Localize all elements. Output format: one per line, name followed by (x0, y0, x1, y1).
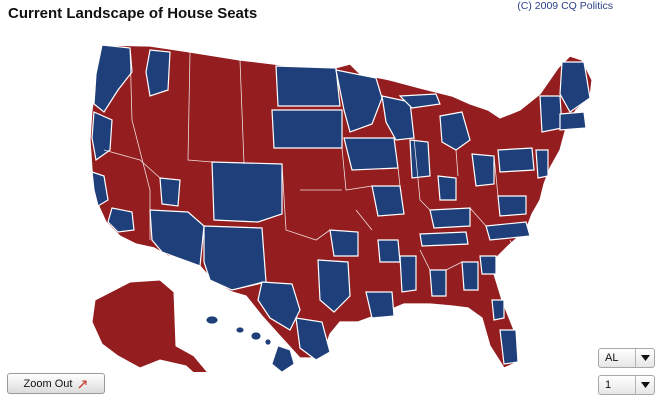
district-alabama[interactable] (429, 269, 447, 297)
district-colorado[interactable] (211, 161, 283, 223)
district-border-lines (103, 47, 521, 291)
zoom-out-icon (78, 379, 88, 388)
district-michigan-lower[interactable] (439, 111, 471, 151)
district-washington-east[interactable] (145, 49, 171, 97)
district-florida-tampa[interactable] (491, 299, 505, 321)
district-select-value: 1 (605, 379, 612, 391)
district-north-dakota[interactable] (275, 65, 341, 107)
zoom-out-button[interactable]: Zoom Out (7, 373, 105, 394)
district-california-bay[interactable] (91, 171, 109, 207)
district-iowa[interactable] (343, 137, 399, 171)
state-select[interactable]: AL (598, 348, 655, 368)
chevron-down-icon[interactable] (635, 376, 654, 394)
district-new-jersey[interactable] (535, 149, 549, 179)
district-texas-south[interactable] (295, 317, 331, 361)
district-ohio[interactable] (471, 153, 495, 187)
alaska[interactable] (91, 279, 214, 372)
district-louisiana[interactable] (365, 291, 395, 319)
page-title: Current Landscape of House Seats (8, 5, 258, 22)
district-new-york[interactable] (539, 95, 563, 133)
district-arkansas[interactable] (377, 239, 401, 263)
copyright-credit: (C) 2009 CQ Politics (517, 0, 613, 12)
district-georgia[interactable] (461, 261, 479, 291)
district-oregon-coast[interactable] (91, 111, 113, 162)
district-south-dakota[interactable] (271, 109, 343, 149)
district-tennessee[interactable] (419, 231, 469, 247)
district-texas-west[interactable] (257, 281, 301, 331)
chevron-down-icon[interactable] (635, 349, 654, 367)
us-house-seats-map[interactable] (0, 0, 667, 372)
district-missouri[interactable] (371, 185, 405, 217)
district-massachusetts[interactable] (559, 111, 587, 131)
democrat-districts-layer[interactable] (91, 44, 591, 365)
hawaii[interactable] (205, 315, 295, 372)
district-nevada-south[interactable] (159, 177, 181, 207)
district-south-carolina[interactable] (479, 255, 497, 275)
district-pennsylvania[interactable] (497, 147, 535, 173)
district-california-la[interactable] (107, 207, 135, 233)
district-illinois-north[interactable] (409, 139, 431, 179)
district-texas-east[interactable] (317, 259, 351, 313)
district-minnesota[interactable] (335, 69, 383, 133)
district-kentucky[interactable] (429, 207, 471, 229)
district-virginia[interactable] (497, 195, 527, 217)
district-arizona[interactable] (149, 209, 205, 267)
district-new-england[interactable] (559, 61, 591, 113)
district-north-carolina[interactable] (485, 221, 531, 241)
district-florida-south[interactable] (499, 329, 519, 365)
state-select-value: AL (605, 352, 619, 364)
district-mississippi[interactable] (399, 255, 417, 293)
district-oklahoma-east[interactable] (329, 229, 359, 257)
district-new-mexico[interactable] (203, 225, 267, 291)
zoom-out-label: Zoom Out (23, 377, 73, 390)
district-michigan-upper[interactable] (398, 93, 441, 109)
district-indiana[interactable] (437, 175, 457, 201)
district-select[interactable]: 1 (598, 375, 655, 395)
